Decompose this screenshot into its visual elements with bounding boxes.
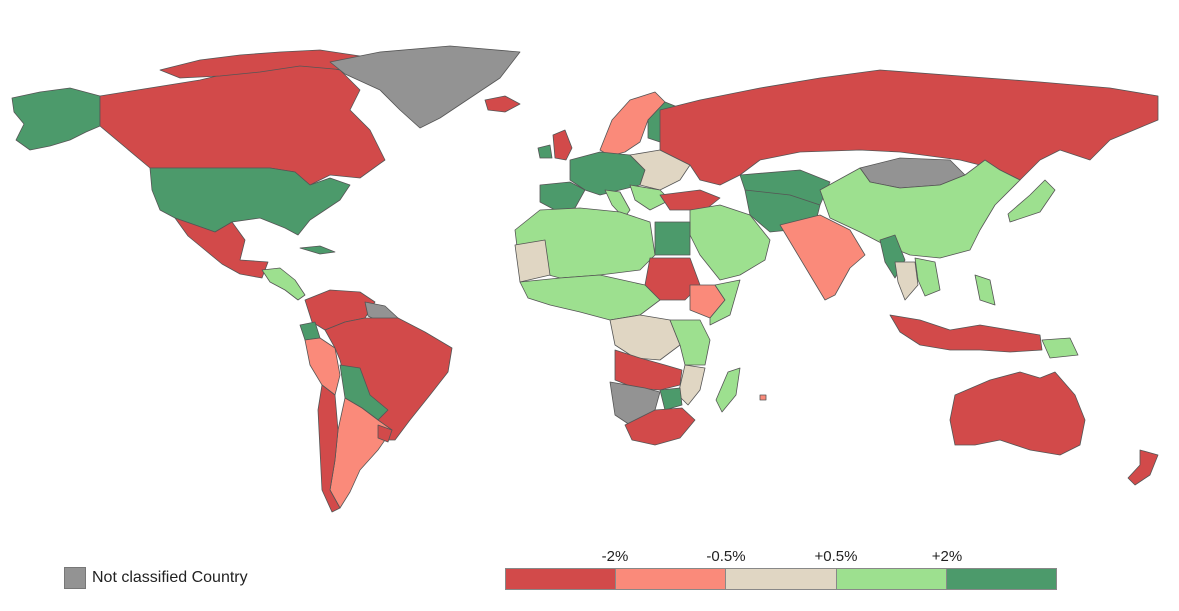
region-philippines[interactable] bbox=[974, 274, 996, 306]
region-turkey[interactable] bbox=[659, 189, 721, 211]
region-madagascar[interactable] bbox=[715, 367, 741, 413]
region-ireland[interactable] bbox=[537, 144, 553, 159]
region-new-zealand[interactable] bbox=[1127, 449, 1159, 486]
not-classified-label: Not classified Country bbox=[92, 569, 248, 586]
region-egypt[interactable] bbox=[654, 221, 691, 256]
region-iberia[interactable] bbox=[539, 181, 586, 211]
region-central-america[interactable] bbox=[261, 267, 306, 301]
region-uk[interactable] bbox=[552, 129, 573, 161]
color-scale-bar bbox=[505, 568, 1057, 590]
region-vietnam[interactable] bbox=[914, 257, 941, 297]
region-cuba[interactable] bbox=[299, 245, 336, 255]
region-india[interactable] bbox=[779, 214, 866, 301]
scale-bin-strong-negative bbox=[506, 569, 616, 589]
region-south-africa[interactable] bbox=[624, 407, 696, 446]
region-indonesia[interactable] bbox=[889, 314, 1043, 353]
region-japan[interactable] bbox=[1007, 179, 1056, 223]
region-zimbabwe[interactable] bbox=[659, 387, 683, 411]
region-balkans[interactable] bbox=[629, 184, 671, 211]
region-uruguay[interactable] bbox=[377, 424, 393, 443]
region-west-africa[interactable] bbox=[519, 274, 661, 321]
color-scale-ticks: -2% -0.5% +0.5% +2% bbox=[505, 548, 1057, 568]
scale-tick-label: +2% bbox=[931, 548, 963, 565]
region-western-europe[interactable] bbox=[569, 151, 646, 196]
scale-tick-label: -0.5% bbox=[706, 548, 746, 565]
region-mexico[interactable] bbox=[174, 217, 269, 279]
scale-bin-negative bbox=[615, 569, 726, 589]
scale-bin-neutral bbox=[725, 569, 836, 589]
color-scale-legend: -2% -0.5% +0.5% +2% bbox=[505, 548, 1057, 592]
region-papua-new-guinea[interactable] bbox=[1041, 337, 1079, 359]
world-map bbox=[11, 45, 1159, 513]
region-chile[interactable] bbox=[317, 384, 341, 513]
region-canada[interactable] bbox=[99, 61, 386, 186]
region-east-africa[interactable] bbox=[669, 319, 711, 366]
scale-bin-positive bbox=[835, 569, 946, 589]
region-somalia[interactable] bbox=[709, 279, 741, 326]
region-middle-east[interactable] bbox=[689, 204, 771, 281]
region-thailand[interactable] bbox=[894, 261, 919, 301]
region-mauritania[interactable] bbox=[514, 239, 551, 283]
region-dr-congo[interactable] bbox=[609, 314, 681, 361]
scale-tick-label: +0.5% bbox=[814, 548, 858, 565]
region-iceland[interactable] bbox=[484, 95, 521, 113]
region-alaska[interactable] bbox=[11, 87, 101, 151]
region-australia[interactable] bbox=[949, 371, 1086, 456]
not-classified-swatch bbox=[64, 567, 86, 589]
region-peru[interactable] bbox=[304, 337, 341, 396]
region-mauritius[interactable] bbox=[759, 394, 767, 401]
region-russia[interactable] bbox=[659, 69, 1159, 186]
region-greenland[interactable] bbox=[329, 45, 521, 129]
scale-bin-strong-positive bbox=[945, 569, 1057, 589]
not-classified-legend: Not classified Country bbox=[64, 567, 248, 589]
scale-tick-label: -2% bbox=[601, 548, 629, 565]
